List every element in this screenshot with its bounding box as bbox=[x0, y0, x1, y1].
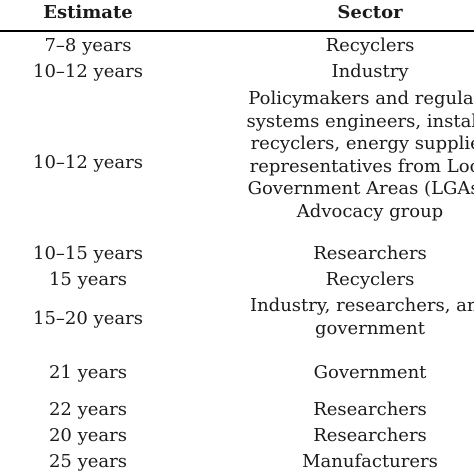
sector-column-header: Sector bbox=[337, 2, 403, 23]
sector-line: Advocacy group bbox=[296, 200, 444, 222]
sector-line: Government bbox=[313, 362, 427, 383]
sector-line: Researchers bbox=[313, 243, 427, 264]
sector-line: Government Areas (LGAs), bbox=[247, 178, 474, 199]
sector-line: Recyclers bbox=[325, 269, 415, 290]
estimate-cell: 7–8 years bbox=[44, 35, 132, 56]
sector-cell: Government bbox=[190, 362, 474, 385]
sector-cell: Researchers bbox=[190, 243, 474, 266]
estimate-cell: 15 years bbox=[48, 269, 128, 290]
estimate-cell: 22 years bbox=[48, 399, 128, 420]
estimate-cell: 10–12 years bbox=[33, 152, 143, 173]
sector-line: Researchers bbox=[313, 399, 427, 420]
sector-line: government bbox=[315, 317, 425, 339]
estimate-cell: 21 years bbox=[48, 362, 128, 383]
sector-line: Policymakers and regulato bbox=[248, 88, 474, 109]
sector-line: Industry bbox=[331, 61, 409, 82]
estimate-cell: 10–12 years bbox=[33, 61, 143, 82]
sector-line: Researchers bbox=[313, 425, 427, 446]
sector-line: representatives from Loca bbox=[249, 155, 474, 177]
sector-line: recyclers, energy supplier bbox=[250, 133, 474, 154]
estimate-cell: 10–15 years bbox=[33, 243, 143, 264]
sector-cell: Researchers bbox=[190, 399, 474, 422]
estimate-cell: 15–20 years bbox=[33, 308, 143, 329]
sector-cell: Manufacturers bbox=[190, 451, 474, 474]
sector-cell: Industry, researchers, and government bbox=[190, 295, 474, 340]
sector-line: Industry, researchers, and bbox=[249, 295, 474, 316]
estimate-cell: 20 years bbox=[48, 425, 128, 446]
sector-line: Manufacturers bbox=[302, 451, 438, 472]
sector-cell: Policymakers and regulato systems engine… bbox=[190, 88, 474, 223]
sector-line: Recyclers bbox=[325, 35, 415, 56]
sector-cell: Researchers bbox=[190, 425, 474, 448]
estimate-cell: 25 years bbox=[48, 451, 128, 472]
sector-cell: Recyclers bbox=[190, 35, 474, 58]
header-rule bbox=[0, 30, 474, 32]
sector-line: systems engineers, installe bbox=[246, 110, 474, 132]
sector-cell: Industry bbox=[190, 61, 474, 84]
estimate-column-header: Estimate bbox=[43, 2, 133, 23]
table-header: Estimate Sector bbox=[0, 0, 474, 30]
sector-cell: Recyclers bbox=[190, 269, 474, 292]
